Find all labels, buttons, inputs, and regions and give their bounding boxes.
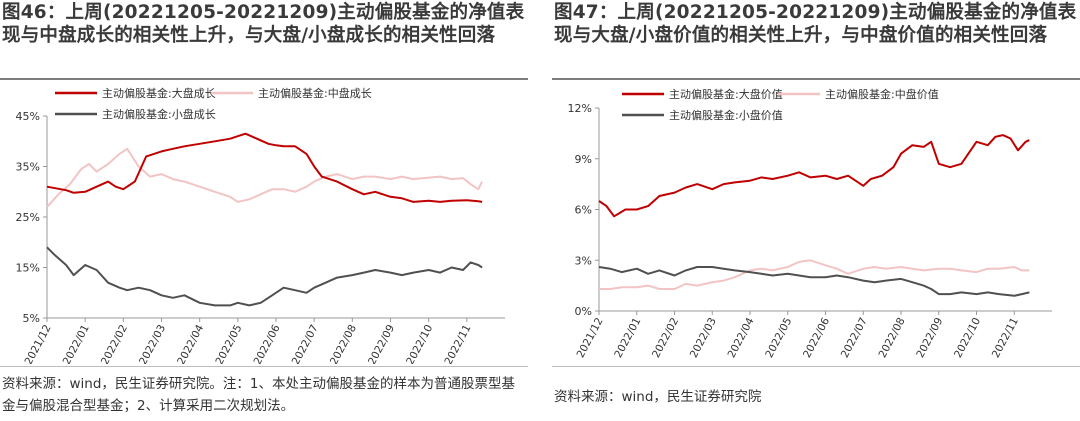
figure-46-panel: 图46：上周(20221205-20221209)主动偏股基金的净值表现与中盘成… xyxy=(0,0,528,421)
x-tick-label: 2022/04 xyxy=(726,315,757,359)
x-tick-label: 2022/10 xyxy=(404,323,435,364)
x-tick-label: 2021/12 xyxy=(23,323,54,364)
x-tick-label: 2022/09 xyxy=(366,323,397,364)
legend-label-small: 主动偏股基金:小盘成长 xyxy=(102,107,216,121)
x-tick-label: 2022/08 xyxy=(328,323,359,364)
x-tick-label: 2022/05 xyxy=(213,323,244,364)
legend-label-large: 主动偏股基金:大盘价值 xyxy=(669,87,783,101)
y-tick-label: 5% xyxy=(23,312,40,325)
series-line-small xyxy=(598,266,1030,297)
x-tick-label: 2022/10 xyxy=(952,316,983,360)
x-tick-label: 2022/04 xyxy=(175,322,206,364)
y-tick-label: 25% xyxy=(16,211,40,224)
x-tick-label: 2021/12 xyxy=(575,316,606,360)
x-tick-label: 2022/02 xyxy=(99,323,130,364)
x-tick-label: 2022/07 xyxy=(290,323,321,364)
y-tick-label: 6% xyxy=(575,204,592,217)
x-tick-label: 2022/11 xyxy=(442,323,473,364)
figure-47-chart: 0%3%6%9%12%2021/12 2022/01 2022/02 2022/03 2… xyxy=(568,87,1052,360)
x-tick-label: 2022/08 xyxy=(877,316,908,360)
x-tick-label: 2022/01 xyxy=(61,323,92,364)
y-tick-label: 15% xyxy=(16,262,40,275)
x-tick-label: 2022/05 xyxy=(763,316,794,360)
figure-47-title: 图47：上周(20221205-20221209)主动偏股基金的净值表现与大盘/… xyxy=(554,2,1077,46)
y-tick-label: 9% xyxy=(575,153,592,166)
y-tick-label: 0% xyxy=(575,305,592,318)
y-tick-label: 12% xyxy=(568,102,592,115)
y-tick-label: 35% xyxy=(16,161,40,174)
legend-label-small: 主动偏股基金:小盘价值 xyxy=(669,108,783,122)
source-divider xyxy=(0,366,528,367)
title-divider xyxy=(0,78,528,80)
figure-46-chart: 5%15%25%35%45%2021/12 2022/01 2022/02 2022/… xyxy=(16,86,505,364)
series-line-large xyxy=(46,132,483,203)
x-tick-label: 2022/09 xyxy=(914,316,945,360)
x-tick-label: 2022/11 xyxy=(990,316,1021,360)
series-line-mid xyxy=(599,259,1030,290)
series-line-small xyxy=(46,246,483,307)
figure-46-source-note: 资料来源：wind，民生证券研究院。注：1、本处主动偏股基金的样本为普通股票型基… xyxy=(2,376,516,414)
series-line-large xyxy=(598,134,1030,218)
legend-label-mid: 主动偏股基金:中盘成长 xyxy=(258,86,372,100)
figure-46-title: 图46：上周(20221205-20221209)主动偏股基金的净值表现与中盘成… xyxy=(2,2,525,46)
x-tick-label: 2022/07 xyxy=(839,316,870,360)
title-divider xyxy=(552,78,1080,80)
legend-label-large: 主动偏股基金:大盘成长 xyxy=(102,86,216,100)
x-tick-label: 2022/03 xyxy=(137,323,168,364)
series-line-mid xyxy=(46,147,483,208)
x-tick-label: 2022/06 xyxy=(252,322,283,364)
x-tick-label: 2022/02 xyxy=(650,316,681,360)
x-tick-label: 2022/06 xyxy=(801,315,832,359)
y-tick-label: 45% xyxy=(16,110,40,123)
figure-47-source-note: 资料来源：wind，民生证券研究院 xyxy=(554,389,762,405)
x-tick-label: 2022/01 xyxy=(612,316,643,360)
legend-label-mid: 主动偏股基金:中盘价值 xyxy=(825,87,939,101)
x-tick-label: 2022/03 xyxy=(688,316,719,360)
source-divider xyxy=(552,366,1080,367)
figure-47-panel: 图47：上周(20221205-20221209)主动偏股基金的净值表现与大盘/… xyxy=(552,0,1080,421)
y-tick-label: 3% xyxy=(575,254,592,267)
